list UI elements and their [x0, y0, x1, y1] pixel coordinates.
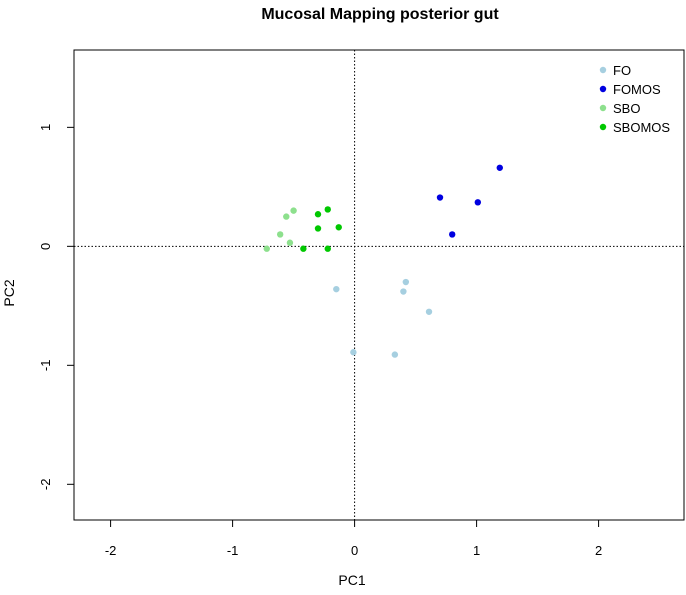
legend-marker-fomos — [599, 85, 607, 93]
point-sbomos — [335, 224, 342, 231]
point-fomos — [474, 199, 482, 206]
chart-title: Mucosal Mapping posterior gut — [261, 6, 499, 23]
legend-label-fo: FO — [613, 63, 631, 78]
x-tick-label: 1 — [473, 543, 480, 558]
point-sbomos — [324, 206, 331, 213]
point-sbomos — [300, 245, 307, 252]
x-tick-label: -1 — [227, 543, 239, 558]
x-axis-title: PC1 — [338, 572, 365, 588]
point-fo — [350, 349, 357, 356]
point-sbo — [263, 245, 270, 252]
point-sbo — [283, 213, 290, 220]
legend-label-sbomos: SBOMOS — [613, 120, 670, 135]
point-fomos — [449, 231, 456, 238]
point-fo — [391, 351, 399, 358]
legend-label-fomos: FOMOS — [613, 82, 661, 97]
y-axis-title: PC2 — [1, 279, 17, 306]
point-fomos — [496, 164, 503, 171]
legend-marker-sbo — [599, 104, 607, 112]
point-sbomos — [314, 225, 322, 232]
x-tick-label: -2 — [105, 543, 117, 558]
legend: FO FOMOS SBO SBOMOS — [599, 63, 670, 135]
point-sbomos — [314, 211, 322, 218]
point-sbo — [286, 239, 294, 246]
point-fo — [402, 278, 410, 286]
y-tick-label: -2 — [38, 479, 53, 491]
legend-marker-sbomos — [599, 123, 607, 131]
y-tick-label: -1 — [38, 360, 53, 372]
y-tick-label: 1 — [38, 124, 53, 131]
x-tick-label: 2 — [595, 543, 602, 558]
point-fo — [425, 308, 433, 315]
legend-label-sbo: SBO — [613, 101, 640, 116]
point-fomos — [436, 194, 444, 201]
data-points — [263, 164, 503, 358]
point-sbo — [290, 207, 297, 214]
plot-frame — [73, 49, 685, 521]
point-fo — [400, 288, 407, 295]
point-fo — [333, 285, 340, 293]
legend-marker-fo — [599, 66, 607, 74]
reference-lines — [74, 50, 684, 520]
point-sbo — [276, 231, 284, 238]
y-tick-label: 0 — [38, 243, 53, 250]
point-sbomos — [324, 245, 331, 252]
axis-ticks: -2 -1 0 1 2 -2 -1 0 1 — [38, 124, 602, 558]
x-tick-label: 0 — [351, 543, 358, 558]
